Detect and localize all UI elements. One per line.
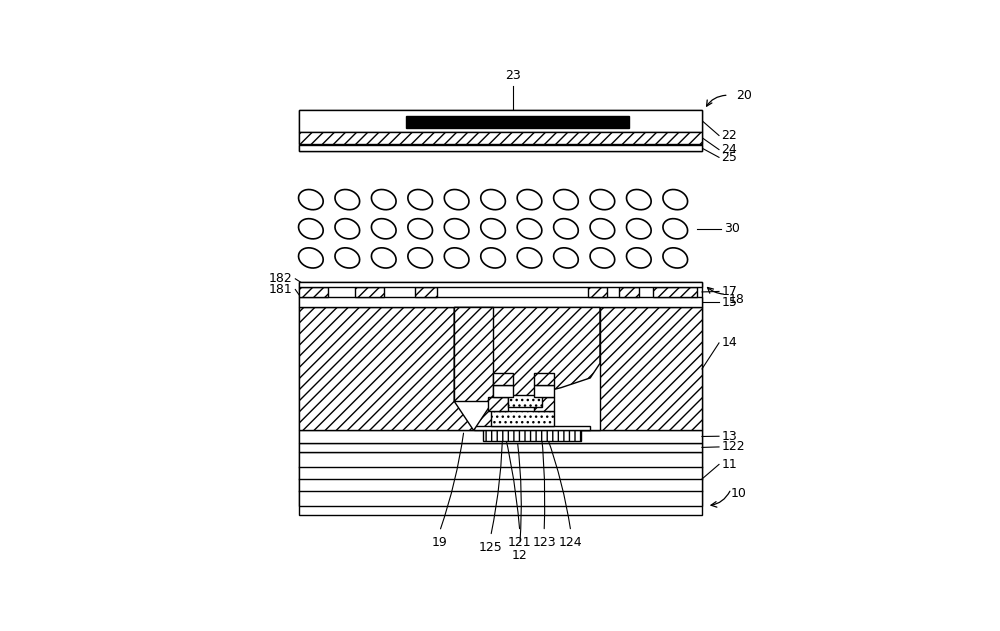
Text: 19: 19 [432, 536, 447, 550]
Bar [493, 307, 600, 430]
Text: 20: 20 [736, 88, 752, 102]
Ellipse shape [626, 189, 651, 209]
Text: 11: 11 [721, 458, 737, 471]
Ellipse shape [299, 219, 323, 239]
Text: 22: 22 [721, 129, 737, 142]
Ellipse shape [554, 219, 578, 239]
Bar [299, 145, 702, 151]
Bar [299, 297, 702, 307]
Bar [299, 282, 702, 287]
Ellipse shape [590, 189, 615, 209]
Bar [488, 398, 508, 411]
Ellipse shape [626, 248, 651, 268]
Ellipse shape [481, 248, 505, 268]
Text: 122: 122 [721, 440, 745, 454]
Text: 121: 121 [508, 536, 532, 550]
Bar [299, 287, 328, 297]
Ellipse shape [408, 189, 433, 209]
Bar [299, 307, 702, 430]
Bar [474, 425, 590, 430]
Ellipse shape [517, 248, 542, 268]
Ellipse shape [444, 248, 469, 268]
Ellipse shape [663, 189, 688, 209]
Ellipse shape [299, 189, 323, 209]
Ellipse shape [626, 219, 651, 239]
Polygon shape [493, 307, 600, 398]
Text: 10: 10 [731, 487, 747, 500]
Ellipse shape [663, 219, 688, 239]
Text: 15: 15 [721, 296, 737, 309]
Bar [534, 398, 554, 411]
Text: 12: 12 [512, 550, 528, 562]
Text: 23: 23 [505, 69, 520, 81]
Text: 182: 182 [269, 273, 293, 285]
Text: 14: 14 [721, 336, 737, 350]
Text: 181: 181 [269, 283, 293, 296]
Ellipse shape [517, 219, 542, 239]
Text: 17: 17 [721, 285, 737, 298]
Bar [493, 385, 512, 398]
Ellipse shape [371, 189, 396, 209]
Bar [299, 452, 702, 505]
Text: 13: 13 [721, 430, 737, 443]
Bar [299, 132, 702, 144]
Ellipse shape [335, 219, 360, 239]
Ellipse shape [663, 248, 688, 268]
Ellipse shape [444, 189, 469, 209]
Text: 124: 124 [559, 536, 583, 550]
Bar [355, 287, 384, 297]
Text: 25: 25 [721, 151, 737, 164]
Ellipse shape [408, 219, 433, 239]
Bar [299, 442, 702, 452]
Text: 24: 24 [721, 143, 737, 156]
Ellipse shape [335, 248, 360, 268]
Ellipse shape [481, 219, 505, 239]
Ellipse shape [371, 219, 396, 239]
Bar [415, 287, 437, 297]
Text: 123: 123 [532, 536, 556, 550]
Bar [406, 115, 629, 127]
Ellipse shape [590, 248, 615, 268]
Bar [299, 282, 702, 516]
Bar [491, 411, 554, 425]
Ellipse shape [554, 248, 578, 268]
Bar [299, 110, 702, 132]
Ellipse shape [299, 248, 323, 268]
Bar [493, 373, 512, 385]
Text: 30: 30 [724, 222, 740, 235]
Bar [588, 287, 607, 297]
Bar [299, 110, 702, 151]
Bar [534, 385, 554, 398]
Text: 125: 125 [479, 541, 503, 554]
Ellipse shape [371, 248, 396, 268]
Ellipse shape [408, 248, 433, 268]
Polygon shape [508, 395, 542, 407]
Polygon shape [454, 307, 493, 430]
Bar [483, 430, 581, 441]
Ellipse shape [444, 219, 469, 239]
Ellipse shape [590, 219, 615, 239]
Ellipse shape [554, 189, 578, 209]
Ellipse shape [335, 189, 360, 209]
Bar [534, 373, 554, 385]
Ellipse shape [517, 189, 542, 209]
Ellipse shape [481, 189, 505, 209]
Bar [619, 287, 639, 297]
Bar [299, 430, 702, 442]
Bar [454, 307, 493, 401]
Bar [653, 287, 697, 297]
Text: 18: 18 [729, 293, 745, 306]
